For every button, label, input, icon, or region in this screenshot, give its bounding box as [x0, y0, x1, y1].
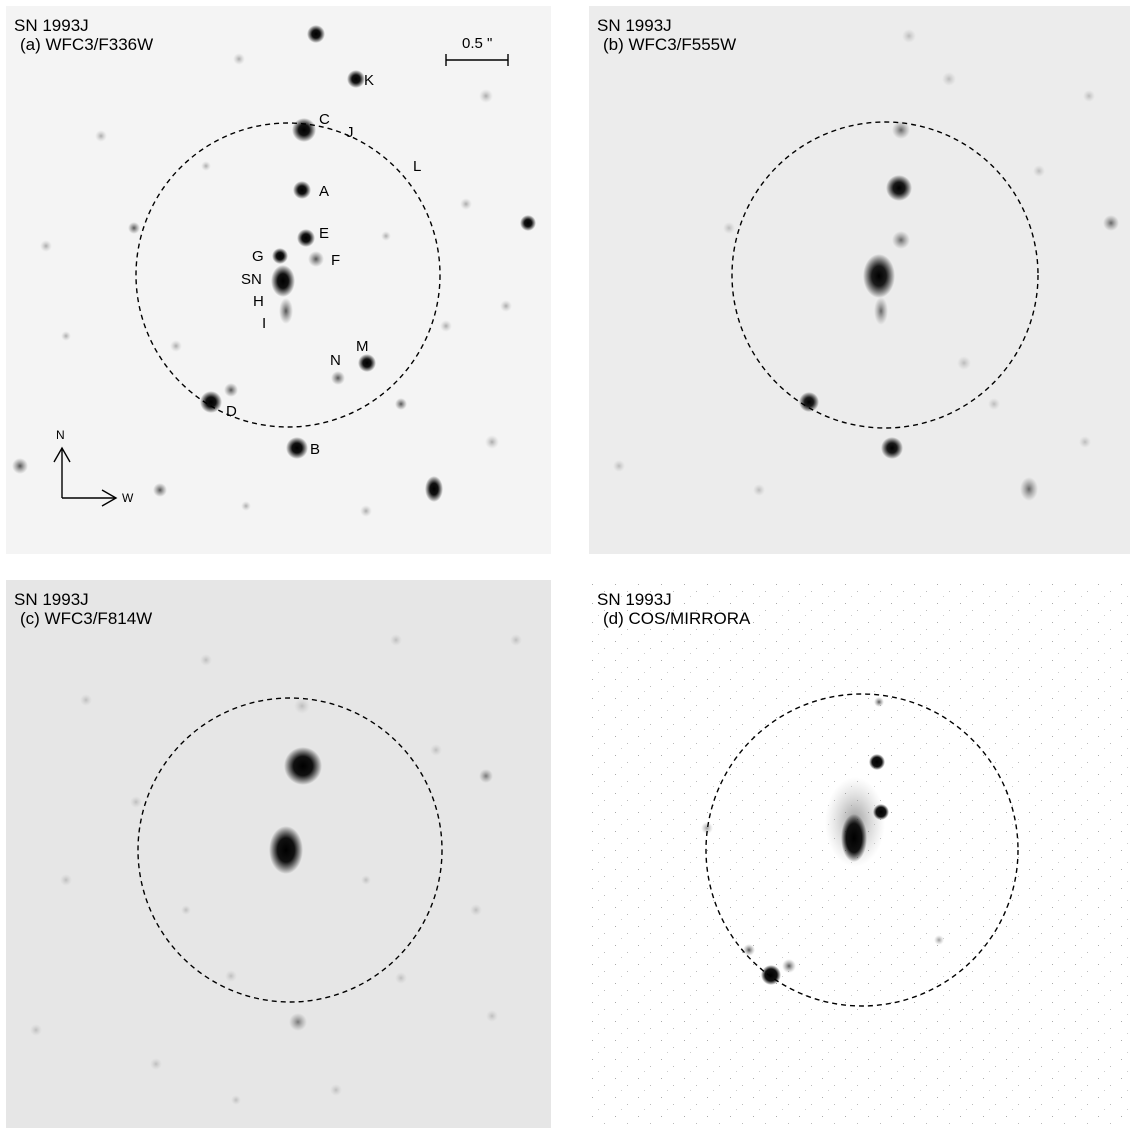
panel-b-image [589, 6, 1130, 554]
star-label-e: E [319, 225, 329, 242]
star-label-a: A [319, 183, 329, 200]
error-circle [705, 693, 1019, 1007]
panel-a-f336w: 0.5 " N W C K J L A E F G SN H I M N D B [6, 6, 551, 554]
star-label-m: M [356, 338, 369, 355]
star-label-i: I [262, 315, 266, 332]
panel-c-f814w: SN 1993J (c) WFC3/F814W [6, 580, 551, 1128]
star-label-j: J [346, 124, 354, 141]
panel-c-object: SN 1993J [14, 590, 89, 609]
star-label-sn: SN [241, 271, 262, 288]
panel-a-label: (a) WFC3/F336W [20, 35, 154, 54]
star-labels: C K J L A E F G SN H I M N D B [226, 72, 421, 458]
star-label-b: B [310, 441, 320, 458]
panel-b-f555w: SN 1993J (b) WFC3/F555W [589, 6, 1130, 554]
panel-d-cos-mirrora: SN 1993J (d) COS/MIRRORA [589, 580, 1130, 1128]
star-label-g: G [252, 248, 264, 265]
panel-d-label: (d) COS/MIRRORA [603, 609, 751, 628]
panel-d-object: SN 1993J [597, 590, 672, 609]
error-circle [137, 697, 443, 1003]
scale-bar: 0.5 " [445, 35, 509, 66]
star-label-l: L [413, 158, 421, 175]
star-label-h: H [253, 293, 264, 310]
star-label-k: K [364, 72, 374, 89]
error-circle [135, 122, 441, 428]
field-sources [701, 697, 944, 985]
field-stars [30, 634, 522, 1105]
compass: N W [53, 428, 134, 507]
scale-bar-label: 0.5 " [462, 35, 492, 52]
field-stars [613, 29, 1119, 501]
panel-b-title: SN 1993J (b) WFC3/F555W [597, 16, 736, 54]
star-label-c: C [319, 111, 330, 128]
panel-a-title: SN 1993J (a) WFC3/F336W [14, 16, 153, 54]
panel-a-image: 0.5 " N W C K J L A E F G SN H I M N D B [6, 6, 551, 554]
compass-north-label: N [56, 428, 65, 442]
panel-c-label: (c) WFC3/F814W [20, 609, 153, 628]
star-label-f: F [331, 252, 340, 269]
field-stars [12, 25, 536, 517]
compass-west-label: W [122, 491, 134, 505]
panel-b-label: (b) WFC3/F555W [603, 35, 737, 54]
panel-c-title: SN 1993J (c) WFC3/F814W [14, 590, 152, 628]
error-circle [731, 121, 1039, 429]
star-label-d: D [226, 403, 237, 420]
panel-a-object: SN 1993J [14, 16, 89, 35]
star-label-n: N [330, 352, 341, 369]
panel-d-image [589, 580, 1130, 1128]
panel-d-title: SN 1993J (d) COS/MIRRORA [597, 590, 750, 628]
panel-c-image [6, 580, 551, 1128]
panel-b-object: SN 1993J [597, 16, 672, 35]
